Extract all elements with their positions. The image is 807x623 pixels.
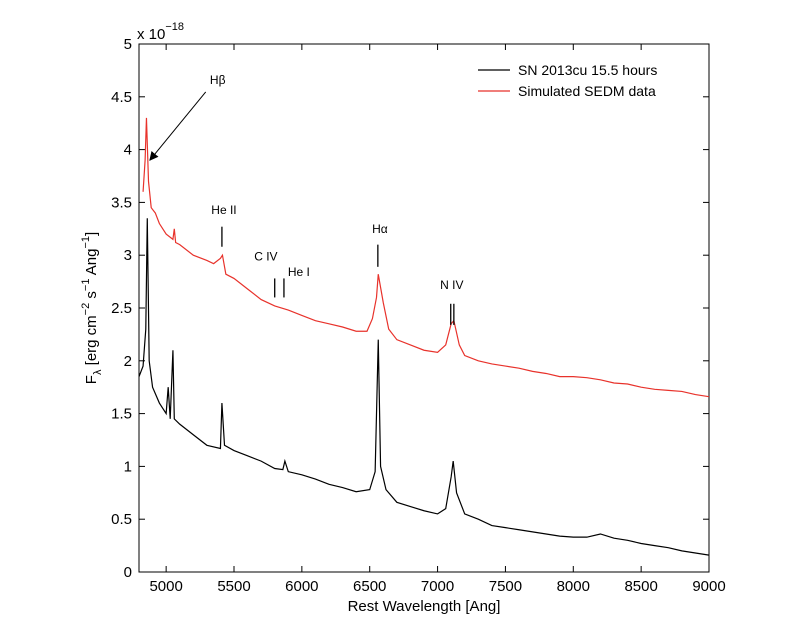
y-label-part: [erg cm	[83, 315, 100, 369]
y-tick-label: 0.5	[111, 511, 132, 528]
y-label-part: −1	[80, 279, 92, 292]
y-label-part: −2	[80, 303, 92, 316]
x-tick-label: 7500	[489, 578, 522, 595]
legend-label: SN 2013cu 15.5 hours	[518, 62, 657, 78]
x-tick-label: 9000	[692, 578, 725, 595]
y-tick-label: 1.5	[111, 406, 132, 423]
annotation-label: He II	[211, 203, 236, 217]
y-label-part: ]	[83, 232, 100, 236]
y-tick-label: 0	[124, 564, 132, 581]
y-tick-label: 1	[124, 458, 132, 475]
x-tick-label: 6500	[353, 578, 386, 595]
y-axis-label: Fλ [erg cm−2 s−1 Ang−1]	[80, 232, 104, 384]
legend-label: Simulated SEDM data	[518, 83, 656, 99]
annotation-label: He I	[288, 265, 310, 279]
y-tick-label: 2.5	[111, 300, 132, 317]
y-tick-label: 2	[124, 353, 132, 370]
x-tick-label: 8500	[624, 578, 657, 595]
annotation-arrow	[149, 91, 207, 161]
y-tick-label: 4	[124, 142, 132, 159]
y-tick-label: 3	[124, 247, 132, 264]
x-tick-label: 5500	[217, 578, 250, 595]
y-label-part: s	[83, 291, 100, 303]
x-axis-label: Rest Wavelength [Ang]	[348, 598, 501, 615]
x-tick-label: 7000	[421, 578, 454, 595]
y-label-part: λ	[92, 369, 104, 375]
x-tick-label: 8000	[557, 578, 590, 595]
y-label-part: −1	[80, 236, 92, 249]
y-label-part: F	[83, 375, 100, 384]
series-line	[142, 117, 710, 398]
y-multiplier: x 10−18	[137, 21, 184, 43]
series-line	[138, 218, 710, 556]
y-multiplier-exponent: −18	[165, 21, 184, 33]
y-tick-label: 4.5	[111, 89, 132, 106]
annotation-label: Hβ	[210, 73, 226, 87]
x-tick-label: 5000	[149, 578, 182, 595]
annotation-label: C IV	[254, 249, 277, 263]
x-tick-label: 6000	[285, 578, 318, 595]
annotation-label: Hα	[372, 222, 388, 236]
y-multiplier-base: x 10	[137, 26, 165, 43]
y-tick-label: 3.5	[111, 194, 132, 211]
plot-frame	[138, 43, 710, 573]
annotation-label: N IV	[440, 278, 463, 292]
y-label-part: Ang	[83, 249, 100, 279]
y-tick-label: 5	[124, 36, 132, 53]
